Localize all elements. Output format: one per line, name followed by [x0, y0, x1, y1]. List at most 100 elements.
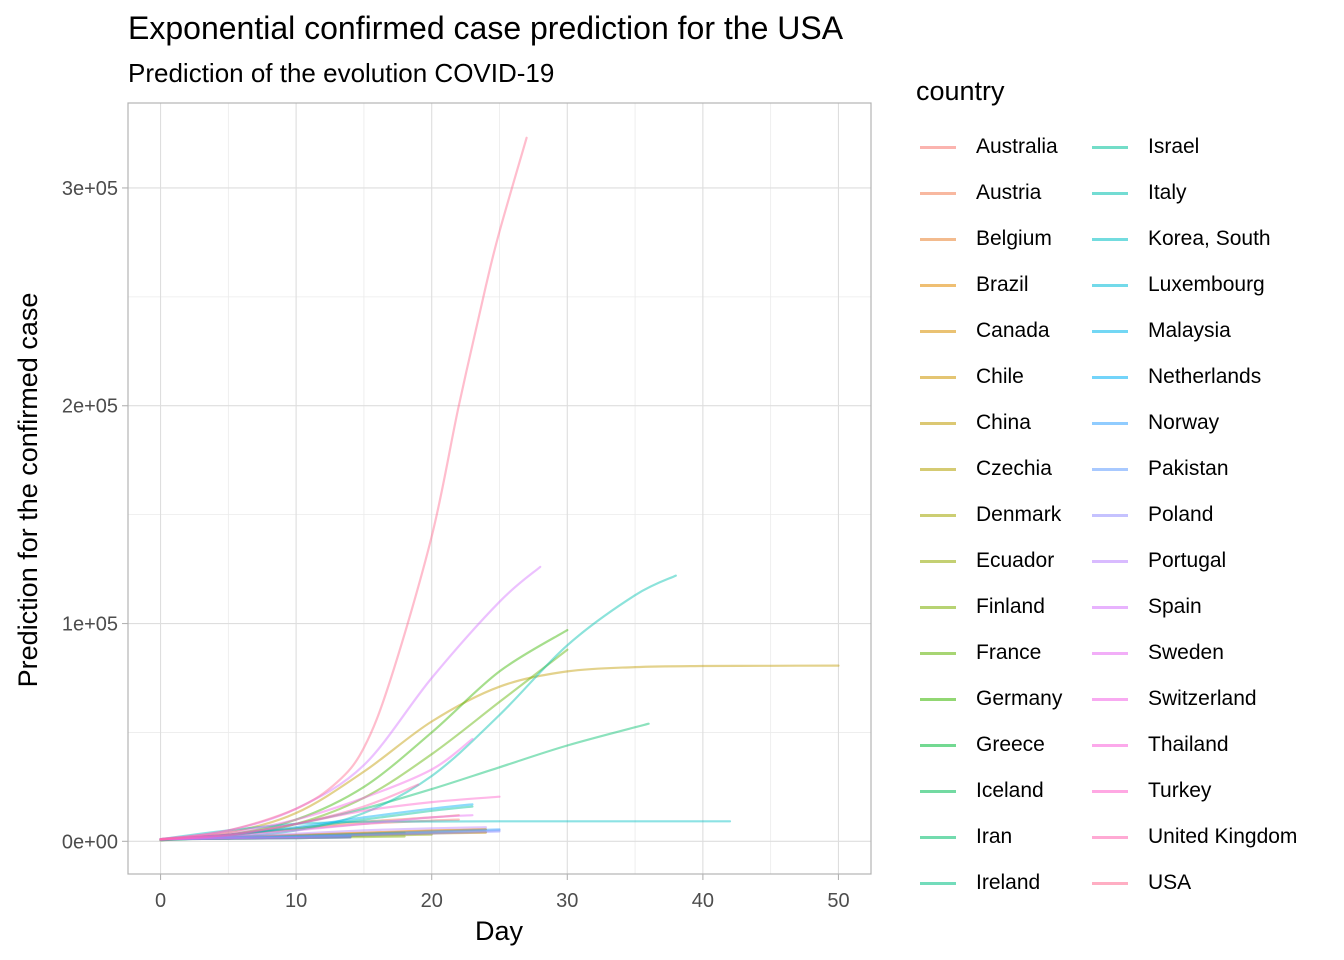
chart-subtitle: Prediction of the evolution COVID-19 [128, 58, 555, 88]
legend-item: Poland [1088, 492, 1213, 538]
series-line-pakistan [159, 829, 501, 841]
legend-key [920, 835, 956, 839]
series-line-china [159, 664, 840, 842]
legend-item: Thailand [1088, 722, 1229, 768]
legend: country Australia Austria Belgium Brazil Can… [916, 76, 1297, 894]
series-line-canada [159, 831, 487, 841]
legend-item: Brazil [916, 262, 1029, 308]
legend-item: Portugal [1088, 538, 1226, 584]
legend-item: China [916, 400, 1031, 446]
legend-item: Italy [1088, 170, 1187, 216]
y-tick-label: 2e+05 [62, 396, 118, 418]
legend-item: Canada [916, 308, 1050, 354]
legend-key [920, 697, 956, 701]
legend-item: Netherlands [1088, 354, 1261, 400]
legend-key [1092, 329, 1128, 333]
series-line-france [159, 648, 569, 842]
legend-item: Finland [916, 584, 1045, 630]
series-line-germany [159, 629, 569, 842]
legend-key [1092, 513, 1128, 517]
legend-key [1092, 881, 1128, 885]
legend-item: Israel [1088, 124, 1199, 170]
legend-key [1092, 743, 1128, 747]
legend-label: Thailand [1148, 733, 1229, 756]
series-line-australia [159, 818, 460, 841]
legend-key [920, 605, 956, 609]
legend-item: Sweden [1088, 630, 1224, 676]
legend-label: China [976, 411, 1031, 434]
legend-item: Ecuador [916, 538, 1054, 584]
series-line-korea-south [159, 820, 732, 841]
legend-item: Australia [916, 124, 1058, 170]
legend-label: Turkey [1148, 779, 1212, 802]
series-lines [159, 136, 840, 842]
legend-label: Belgium [976, 227, 1052, 250]
legend-key [1092, 145, 1128, 149]
legend-label: Germany [976, 687, 1063, 710]
y-tick-label: 0e+00 [62, 831, 118, 853]
legend-item: Czechia [916, 446, 1052, 492]
legend-key [920, 513, 956, 517]
legend-item: Norway [1088, 400, 1219, 446]
series-line-finland [159, 835, 406, 841]
series-line-italy [159, 574, 677, 842]
legend-item: Turkey [1088, 768, 1211, 814]
legend-item: Greece [916, 722, 1045, 768]
legend-item: Chile [916, 354, 1024, 400]
legend-key [920, 283, 956, 287]
series-line-spain [159, 565, 542, 841]
series-line-belgium [159, 828, 487, 841]
legend-key [1092, 605, 1128, 609]
legend-label: Ecuador [976, 549, 1055, 572]
plot-area: 0 10 20 30 40 50 0e+00 1e+05 2e+05 3e+05 Day Pre… [13, 102, 872, 946]
legend-label: Portugal [1148, 549, 1227, 572]
x-tick-label: 50 [827, 890, 849, 912]
series-line-brazil [159, 828, 487, 841]
legend-label: Czechia [976, 457, 1052, 480]
legend-item: France [916, 630, 1041, 676]
legend-item: Pakistan [1088, 446, 1229, 492]
legend-key [1092, 697, 1128, 701]
legend-item: Denmark [916, 492, 1061, 538]
series-line-switzerland [159, 737, 474, 841]
legend-label: Finland [976, 595, 1045, 618]
series-line-iran [159, 722, 650, 841]
legend-label: Malaysia [1148, 319, 1231, 342]
legend-key [1092, 651, 1128, 655]
legend-key [920, 881, 956, 885]
series-line-turkey [159, 795, 501, 842]
series-line-netherlands [159, 803, 474, 841]
y-axis-ticks: 0e+00 1e+05 2e+05 3e+05 [62, 178, 128, 853]
legend-key [1092, 467, 1128, 471]
legend-label: Spain [1148, 595, 1202, 618]
legend-label: Switzerland [1148, 687, 1257, 710]
legend-item: Malaysia [1088, 308, 1231, 354]
legend-label: Norway [1148, 411, 1220, 434]
legend-key [920, 559, 956, 563]
legend-label: Luxembourg [1148, 273, 1265, 296]
legend-item: Austria [916, 170, 1041, 216]
series-line-israel [159, 805, 474, 841]
legend-key [1092, 559, 1128, 563]
legend-item: Iceland [916, 768, 1044, 814]
x-axis-ticks: 0 10 20 30 40 50 [155, 874, 850, 912]
legend-key [1092, 835, 1128, 839]
legend-key [920, 421, 956, 425]
legend-label: Austria [976, 181, 1042, 204]
series-line-thailand [159, 836, 352, 841]
series-line-luxembourg [159, 836, 352, 841]
legend-label: Sweden [1148, 641, 1224, 664]
legend-label: Brazil [976, 273, 1029, 296]
series-line-ireland [159, 834, 352, 841]
major-gridlines [128, 103, 871, 874]
y-axis-label: Prediction for the confirmed case [13, 293, 43, 688]
legend-key [920, 375, 956, 379]
legend-label: Korea, South [1148, 227, 1271, 250]
legend-label: Poland [1148, 503, 1214, 526]
legend-key [920, 789, 956, 793]
legend-item: Germany [916, 676, 1062, 722]
legend-label: Netherlands [1148, 365, 1262, 388]
legend-item: Switzerland [1088, 676, 1257, 722]
legend-key [1092, 191, 1128, 195]
series-line-czechia [159, 832, 406, 841]
